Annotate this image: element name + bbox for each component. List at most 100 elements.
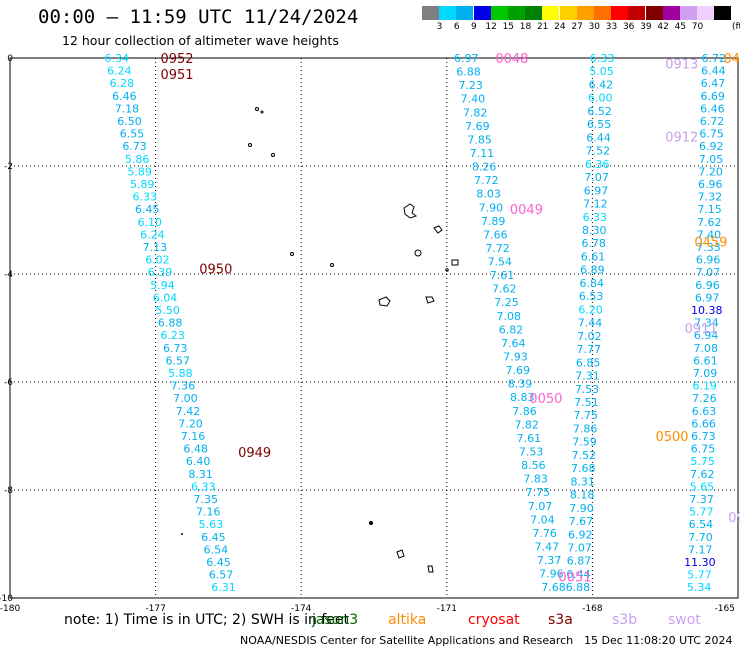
y-tick-label: -2 xyxy=(4,162,13,172)
swh-value: 7.44 xyxy=(578,317,603,330)
colorbar-label: 18 xyxy=(519,22,532,32)
island-outline xyxy=(403,203,418,219)
swh-value: 7.90 xyxy=(569,502,594,515)
swh-value: 6.73 xyxy=(163,342,188,355)
swh-value: 7.02 xyxy=(577,330,602,343)
swh-value: 7.66 xyxy=(483,228,508,241)
colorbar-label: 3 xyxy=(436,22,443,32)
swh-value: 7.89 xyxy=(481,215,506,228)
swh-value: 8.26 xyxy=(472,161,497,174)
colorbar-label: 36 xyxy=(622,22,635,32)
pass-time-label: 0951 xyxy=(160,68,193,83)
swh-value: 6.04 xyxy=(153,291,178,304)
swh-value: 6.61 xyxy=(581,250,606,263)
swh-value: 8.30 xyxy=(582,224,607,237)
swh-value: 7.20 xyxy=(698,165,723,178)
colorbar-swatch xyxy=(473,6,491,20)
swh-value: 7.23 xyxy=(458,79,483,92)
colorbar-swatch xyxy=(714,6,732,20)
page-title: 00:00 – 11:59 UTC 11/24/2024 xyxy=(38,6,359,28)
pass-time-label: 0048 xyxy=(495,52,528,67)
x-tick-label: -180 xyxy=(0,604,20,614)
colorbar-label: 27 xyxy=(571,22,583,32)
swh-value: 8.03 xyxy=(476,188,501,201)
swh-value: 5.88 xyxy=(168,367,193,380)
swh-value: 6.33 xyxy=(590,52,615,65)
satellite-legend-s3b: s3b xyxy=(612,612,638,628)
swh-value: 7.64 xyxy=(501,337,526,350)
swh-value: 6.46 xyxy=(700,102,725,115)
swh-value: 7.61 xyxy=(490,269,515,282)
swh-value: 6.66 xyxy=(691,417,716,430)
swh-value: 7.69 xyxy=(505,364,530,377)
island-outline xyxy=(255,107,259,111)
swh-value: 7.05 xyxy=(699,153,724,166)
colorbar-label: 30 xyxy=(588,22,601,32)
swh-value: 6.45 xyxy=(201,531,226,544)
colorbar-swatch xyxy=(456,6,474,20)
y-tick-label: -6 xyxy=(4,378,13,388)
swh-value: 6.23 xyxy=(160,329,185,342)
swh-value: 5.77 xyxy=(687,569,712,582)
colorbar-swatch xyxy=(680,6,697,20)
generated-timestamp: 15 Dec 11:08:20 UTC 2024 xyxy=(584,634,733,647)
x-axis-ticks: -180 -177 -174 -171 -168 -165 xyxy=(0,604,735,614)
colorbar-label: 33 xyxy=(605,22,618,32)
swh-value: 6.48 xyxy=(183,443,208,456)
swh-value: 5.89 xyxy=(127,165,152,178)
swh-value: 6.72 xyxy=(701,52,726,65)
swh-value: 6.20 xyxy=(578,303,603,316)
swh-value: 7.96 xyxy=(539,568,564,581)
swh-value: 6.57 xyxy=(166,354,191,367)
swh-value: 6.61 xyxy=(693,354,718,367)
swh-value: 6.88 xyxy=(456,66,481,79)
colorbar-unit: (ft) xyxy=(732,22,740,32)
swh-value: 6.40 xyxy=(186,455,211,468)
swh-value: 7.33 xyxy=(696,241,721,254)
swh-value: 7.62 xyxy=(492,283,517,296)
x-tick-label: -168 xyxy=(582,604,603,614)
pass-time-label: 0950 xyxy=(199,263,232,278)
swh-value: 7.86 xyxy=(512,405,537,418)
colorbar-label: 15 xyxy=(502,22,515,32)
x-tick-label: -165 xyxy=(715,604,735,614)
swh-value: 7.16 xyxy=(181,430,206,443)
swh-value: 7.69 xyxy=(465,120,490,133)
swh-value: 7.52 xyxy=(586,145,611,158)
swh-value: 7.26 xyxy=(692,392,717,405)
satellite-legend-altika: altika xyxy=(388,612,427,628)
swh-value: 6.00 xyxy=(588,92,613,105)
swh-value: 6.24 xyxy=(107,65,132,78)
colorbar-label: 45 xyxy=(674,22,687,32)
swh-value: 6.10 xyxy=(138,216,163,229)
swh-value: 7.17 xyxy=(688,543,713,556)
swh-value: 6.96 xyxy=(698,178,723,191)
swh-value: 7.42 xyxy=(176,405,201,418)
map-frame xyxy=(9,57,739,599)
swh-value: 6.33 xyxy=(191,480,216,493)
swh-value: 6.34 xyxy=(105,52,130,65)
swh-value: 6.44 xyxy=(586,131,611,144)
swh-value: 8.39 xyxy=(508,378,533,391)
satellite-legend-jason3: jason3 xyxy=(312,612,359,628)
swh-value: 6.75 xyxy=(691,443,716,456)
swh-value: 7.07 xyxy=(528,500,553,513)
swh-value: 7.36 xyxy=(171,380,196,393)
swh-value: 6.55 xyxy=(120,128,145,141)
swh-value: 7.08 xyxy=(497,310,522,323)
swh-value: 6.84 xyxy=(580,277,605,290)
swh-value: 6.39 xyxy=(148,266,173,279)
swh-value: 6.52 xyxy=(587,105,612,118)
swh-value: 6.19 xyxy=(692,380,717,393)
swh-value: 7.75 xyxy=(573,409,598,422)
swh-value: 5.77 xyxy=(689,506,714,519)
colorbar-swatch xyxy=(490,6,508,20)
swh-value: 5.86 xyxy=(125,153,150,166)
y-axis-ticks: 0 -2 -4 -6 -8 -10 xyxy=(0,54,13,604)
swh-value: 7.83 xyxy=(523,473,548,486)
swh-value: 5.89 xyxy=(130,178,155,191)
swh-value: 7.11 xyxy=(470,147,495,160)
swh-value: 7.52 xyxy=(572,449,597,462)
colorbar-swatch xyxy=(594,6,611,20)
x-tick-label: -174 xyxy=(291,604,312,614)
